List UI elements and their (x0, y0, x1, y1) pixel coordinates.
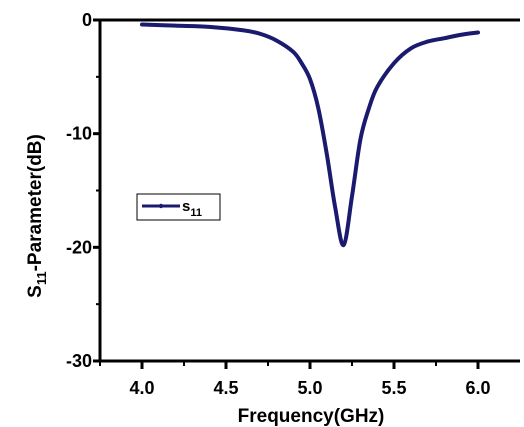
x-ticks: 4.0 4.5 5.0 5.5 6.0 (99, 361, 491, 398)
y-axis-title: S11-Parameter(dB) (25, 134, 49, 298)
legend-marker (158, 203, 164, 209)
x-tick-label: 4.5 (213, 378, 238, 398)
legend-label-sub: 11 (190, 207, 202, 219)
legend: s11 (136, 193, 221, 221)
y-tick-label: 0 (82, 10, 92, 30)
axes (98, 18, 520, 363)
y-axis-title-rest: -Parameter(dB) (25, 134, 46, 271)
x-tick-label: 5.0 (297, 378, 322, 398)
y-axis-title-main: S (25, 285, 46, 298)
y-axis-title-sub: 11 (34, 271, 49, 285)
legend-label: s11 (182, 198, 202, 219)
y-ticks: 0 -10 -20 -30 (66, 10, 100, 371)
y-tick-label: -30 (66, 351, 92, 371)
x-tick-label: 4.0 (129, 378, 154, 398)
x-tick-label: 6.0 (465, 378, 490, 398)
y-tick-label: -20 (66, 237, 92, 257)
series-line-s11 (140, 22, 480, 248)
x-axis-title: Frequency(GHz) (238, 406, 385, 427)
y-tick-label: -10 (66, 124, 92, 144)
legend-label-main: s (182, 198, 190, 215)
x-tick-label: 5.5 (381, 378, 406, 398)
